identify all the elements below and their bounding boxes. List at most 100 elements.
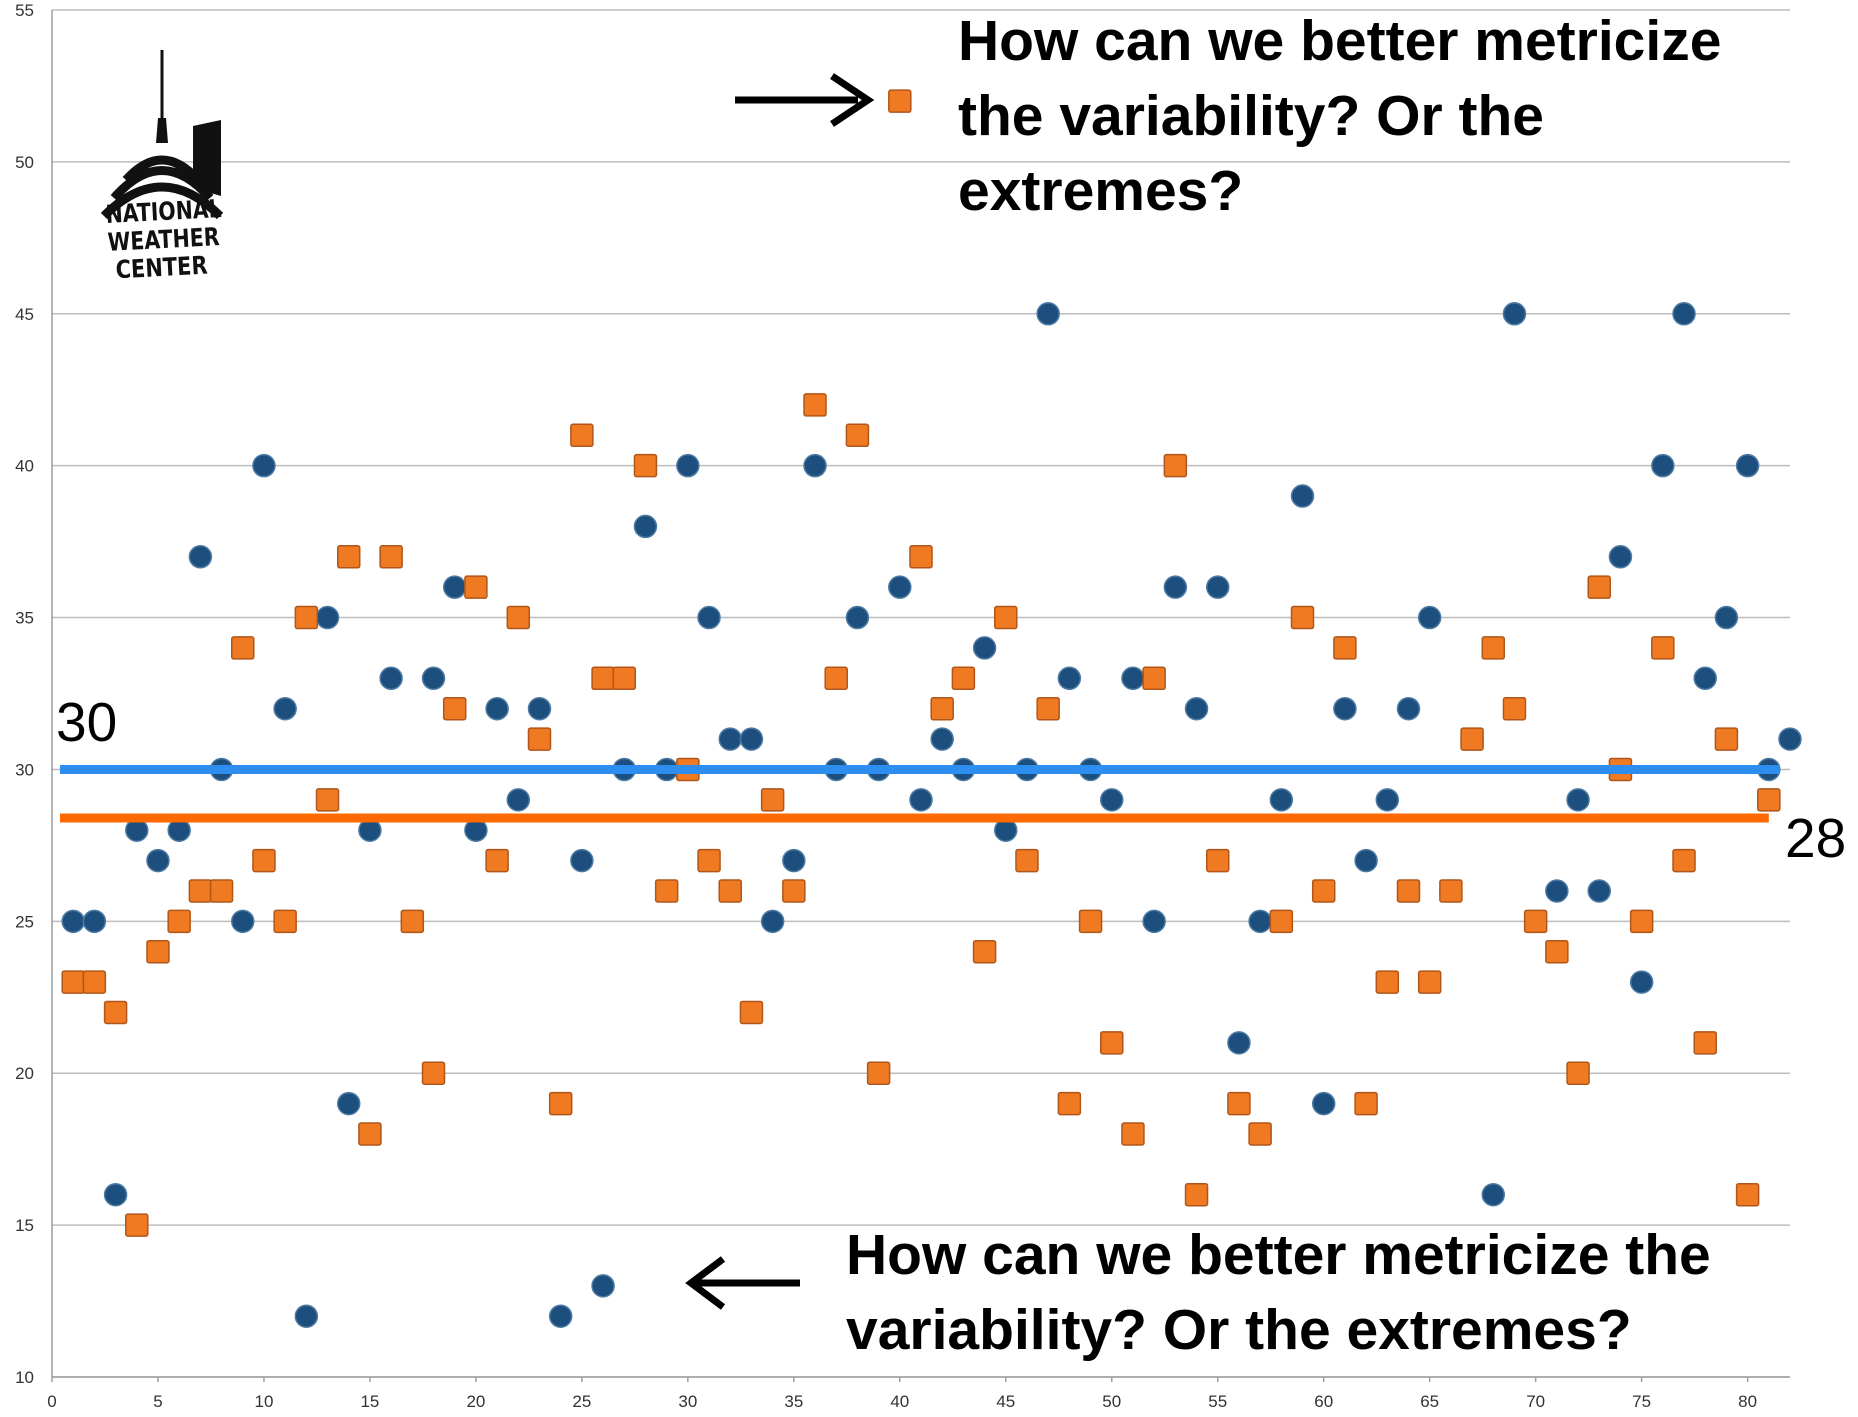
- blue-data-point: [421, 666, 446, 691]
- blue-data-point: [379, 666, 403, 691]
- x-tick-label: 70: [1526, 1392, 1545, 1411]
- y-tick-label: 40: [15, 457, 34, 476]
- x-tick-label: 80: [1738, 1392, 1757, 1411]
- blue-data-point: [697, 605, 721, 630]
- y-tick-label: 50: [15, 153, 34, 172]
- orange-data-point: [294, 605, 319, 630]
- orange-data-point: [1163, 453, 1188, 478]
- x-tick-label: 40: [890, 1392, 909, 1411]
- y-tick-label: 25: [15, 912, 34, 931]
- orange-data-point: [1057, 1091, 1082, 1116]
- x-tick-label: 65: [1420, 1392, 1439, 1411]
- orange-data-point: [1693, 1031, 1717, 1055]
- blue-data-point: [633, 514, 658, 539]
- blue-data-point: [1778, 727, 1802, 751]
- orange-data-point: [548, 1091, 573, 1116]
- x-tick-label: 25: [572, 1392, 591, 1411]
- orange-data-point: [697, 848, 721, 873]
- blue-data-point: [739, 727, 764, 751]
- blue-data-point: [1290, 484, 1315, 508]
- blue-data-point: [1566, 788, 1590, 812]
- x-tick-label: 5: [153, 1392, 162, 1411]
- orange-data-point: [1587, 575, 1611, 599]
- arrows: [685, 73, 875, 1310]
- orange-data-point: [1566, 1061, 1590, 1085]
- x-tick-label: 55: [1208, 1392, 1227, 1411]
- orange-data-point: [82, 970, 107, 994]
- blue-data-point: [1227, 1031, 1251, 1055]
- blue-data-point: [1545, 879, 1569, 903]
- x-tick-label: 0: [47, 1392, 56, 1411]
- blue-data-point: [1672, 302, 1696, 326]
- blue-data-point: [1693, 666, 1717, 691]
- blue-data-point: [930, 727, 954, 751]
- orange-data-point: [972, 939, 997, 964]
- orange-data-point: [1142, 666, 1166, 691]
- blue-data-point: [1057, 666, 1082, 691]
- blue-data-point: [570, 848, 594, 873]
- blue-data-point: [909, 788, 933, 812]
- y-tick-label: 35: [15, 609, 34, 628]
- blue-data-point: [676, 453, 700, 478]
- blue-data-point: [1417, 605, 1442, 630]
- blue-data-point: [273, 696, 297, 721]
- bottom-annotation-line-2: variability? Or the extremes?: [846, 1298, 1632, 1362]
- orange-data-point: [1078, 909, 1103, 934]
- logo-line-1: NATIONAL: [105, 194, 222, 229]
- blue-data-point: [252, 453, 276, 478]
- blue-data-point: [188, 545, 213, 569]
- bottom-annotation: How can we better metricize the variabil…: [846, 1218, 1711, 1368]
- orange-data-point: [315, 788, 340, 812]
- orange-data-point: [209, 879, 234, 903]
- orange-data-point: [464, 575, 488, 599]
- bottom-arrow-icon: [685, 1256, 800, 1310]
- axis-layer: 10 15 20 25 30 35 40 45 50 55 0 5 10 15 20 25 30 35 40 45 50…: [15, 1, 1790, 1411]
- blue-data-point: [1375, 788, 1400, 812]
- blue-data-point: [1163, 575, 1188, 599]
- x-tick-label: 45: [996, 1392, 1015, 1411]
- blue-data-point: [845, 605, 870, 630]
- orange-data-point: [591, 666, 615, 691]
- y-tick-label: 20: [15, 1064, 34, 1083]
- orange-data-point: [1545, 939, 1569, 964]
- orange-data-point: [1481, 636, 1506, 660]
- blue-data-point: [1269, 788, 1294, 812]
- blue-data-point: [1333, 696, 1357, 721]
- orange-data-point: [930, 696, 954, 721]
- blue-data-point: [718, 727, 742, 751]
- y-tick-label: 15: [15, 1216, 34, 1235]
- blue-data-point: [294, 1304, 319, 1328]
- orange-data-point: [400, 909, 425, 934]
- orange-data-point: [1227, 1091, 1251, 1116]
- top-annotation-line-3: extremes?: [958, 159, 1244, 223]
- blue-data-point: [1036, 302, 1060, 326]
- bottom-annotation-line-1: How can we better metricize the: [846, 1223, 1711, 1287]
- orange-data-point: [421, 1061, 446, 1085]
- blue-data-point: [548, 1304, 573, 1328]
- blue-data-point: [82, 909, 107, 934]
- orange-data-point: [1629, 909, 1654, 934]
- blue-data-point: [315, 605, 340, 630]
- orange-data-point: [1100, 1031, 1124, 1055]
- blue-data-point: [1100, 788, 1124, 812]
- blue-data-point: [803, 453, 827, 478]
- blue-data-point: [146, 848, 170, 873]
- blue-data-point: [527, 696, 552, 721]
- national-weather-center-logo: NATIONAL WEATHER CENTER: [96, 48, 236, 284]
- orange-data-point: [1396, 879, 1421, 903]
- orange-data-point: [1417, 970, 1442, 994]
- orange-data-point: [231, 636, 255, 660]
- orange-data-point: [654, 879, 679, 903]
- orange-data-point: [61, 970, 85, 994]
- top-annotation-line-2: the variability? Or the: [958, 84, 1544, 148]
- blue-data-point: [231, 909, 255, 934]
- blue-data-point: [1184, 696, 1209, 721]
- orange-data-point: [1184, 1182, 1209, 1207]
- orange-data-point: [888, 89, 912, 113]
- top-annotation: How can we better metricize the variabil…: [958, 4, 1721, 229]
- blue-data-point: [1354, 848, 1378, 873]
- orange-data-point: [1651, 636, 1675, 660]
- blue-data-point: [1608, 545, 1633, 569]
- orange-data-point: [379, 545, 403, 569]
